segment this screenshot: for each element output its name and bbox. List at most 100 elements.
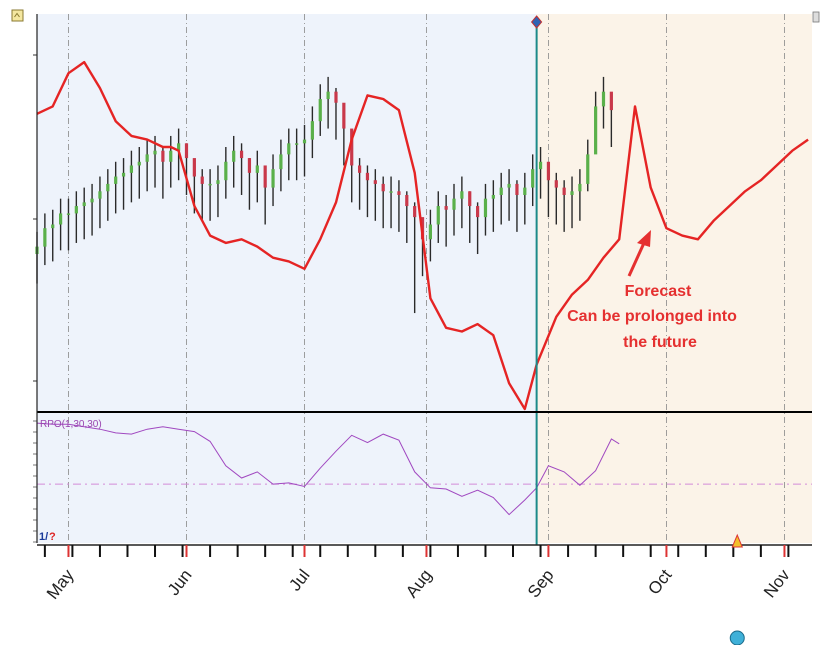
price-bar (326, 91, 330, 100)
month-labels: May Jun Jul Aug Sep Oct Nov (43, 565, 794, 602)
indicator-status: 1/ (39, 531, 48, 543)
divider-handle[interactable] (530, 15, 543, 29)
price-bar (318, 99, 322, 122)
price-bar (192, 158, 196, 177)
month-label: Jul (285, 566, 313, 595)
y-axis-ticks (33, 54, 37, 382)
price-bar (381, 183, 385, 192)
month-label: Oct (644, 566, 675, 599)
price-bar (43, 228, 47, 247)
price-bar (594, 106, 598, 155)
price-bar (586, 154, 590, 184)
price-bar (137, 161, 141, 166)
settings-icon[interactable] (11, 9, 24, 22)
price-bar (106, 183, 110, 192)
forecast-series-line (36, 60, 809, 411)
price-bar (263, 165, 267, 188)
price-bar (373, 180, 377, 184)
price-bar (59, 213, 63, 225)
x-axis-ticks (43, 545, 790, 557)
price-bar (413, 206, 417, 218)
time-marker-triangle[interactable] (731, 533, 744, 548)
price-bar (538, 161, 543, 170)
price-bar (562, 187, 566, 195)
month-label: May (43, 565, 78, 602)
price-bar (342, 102, 346, 129)
price-bar (216, 180, 220, 184)
price-bar (389, 191, 393, 193)
forecast-background (536, 14, 812, 411)
indicator-forecast-background (536, 413, 812, 543)
price-bar (523, 187, 527, 195)
price-bar (452, 198, 456, 210)
price-bar (90, 198, 94, 203)
annotation-arrow-head (637, 230, 651, 247)
price-bar (428, 224, 433, 240)
price-bar (279, 154, 283, 170)
price-bar (350, 128, 354, 166)
price-bar (499, 187, 503, 195)
vertical-gridlines (68, 14, 785, 543)
price-bar (247, 158, 252, 173)
price-bar (302, 139, 307, 144)
price-bar (554, 180, 558, 188)
annotation-line-2: Can be prolonged into (567, 308, 737, 325)
price-bar (310, 121, 314, 140)
price-bar (200, 176, 204, 184)
price-bar (224, 161, 228, 181)
indicator-axis-ticks (33, 420, 37, 543)
scale-icon[interactable] (812, 11, 820, 23)
annotation-line-3: the future (623, 334, 697, 351)
price-bar (491, 194, 495, 199)
price-bars (35, 76, 613, 314)
time-marker-handle[interactable] (729, 630, 745, 646)
price-bar (507, 183, 511, 188)
price-bar (444, 206, 448, 210)
price-bar (531, 169, 535, 188)
indicator-label: RPO(1,30,30) (40, 419, 102, 430)
price-bar (468, 191, 472, 207)
indicator-series-line (36, 422, 620, 516)
price-bar (436, 206, 440, 225)
indicator-history-background (37, 413, 537, 543)
forecast-annotation: Forecast Can be prolonged into the futur… (567, 230, 737, 351)
price-bar (578, 183, 582, 192)
price-bar (601, 91, 606, 107)
price-bar (153, 150, 157, 155)
price-bar (82, 202, 86, 207)
price-bar (483, 198, 488, 218)
price-bar (121, 172, 126, 177)
price-bar (74, 206, 78, 214)
price-bar (169, 150, 173, 162)
annotation-line-1: Forecast (625, 283, 692, 300)
annotation-arrow (627, 242, 646, 277)
price-bar (365, 172, 370, 181)
price-bar (397, 191, 401, 195)
month-label: Sep (524, 566, 558, 602)
price-bar (177, 143, 181, 151)
price-bar (271, 169, 275, 188)
price-bar (476, 206, 480, 218)
price-bar (287, 143, 291, 155)
month-label: Aug (402, 566, 436, 602)
month-label: Nov (760, 565, 794, 601)
price-bar (129, 165, 134, 173)
price-bar (98, 191, 102, 199)
price-bar (161, 150, 165, 162)
price-bar (609, 91, 613, 111)
price-bar (66, 213, 71, 215)
price-bar (114, 176, 118, 184)
price-bar (184, 143, 189, 159)
price-bar (546, 161, 551, 181)
price-bar (145, 154, 149, 162)
price-bar (515, 183, 519, 195)
price-bar (295, 143, 299, 145)
price-bar (405, 194, 409, 207)
price-bar (255, 165, 259, 173)
price-bar (334, 91, 338, 103)
price-bar (570, 191, 574, 195)
price-bar (357, 165, 362, 173)
price-bar (460, 191, 464, 199)
